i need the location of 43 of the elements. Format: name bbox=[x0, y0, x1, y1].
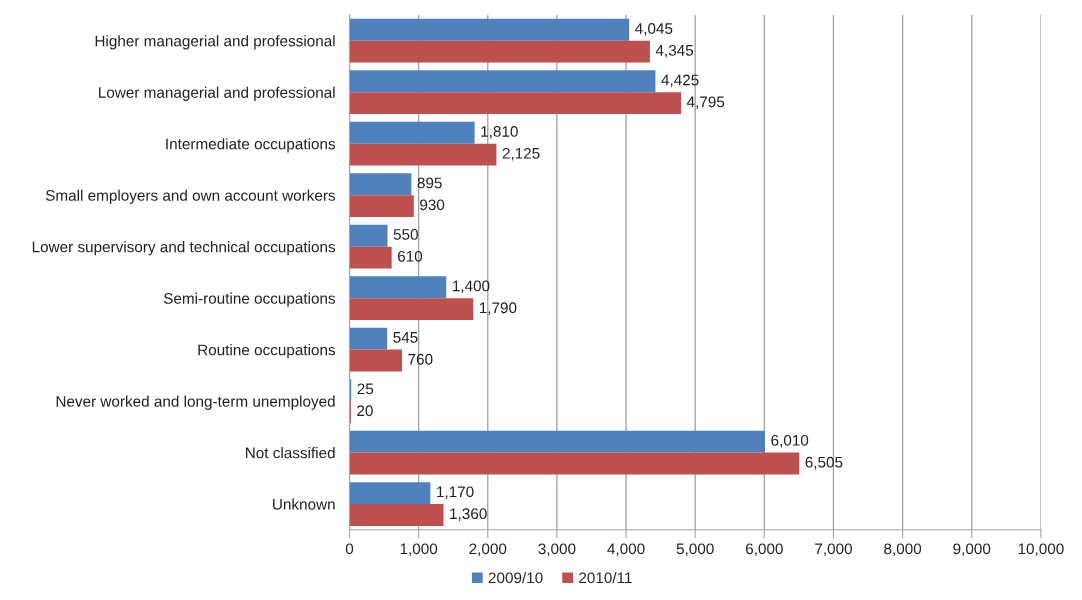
x-tick-label: 10,000 bbox=[1018, 543, 1064, 557]
x-tick-label: 2,000 bbox=[469, 543, 507, 557]
data-label: 760 bbox=[408, 353, 433, 365]
data-label: 4,345 bbox=[655, 44, 694, 58]
data-label: 1,400 bbox=[453, 280, 490, 294]
y-tick-label: Lower managerial and professional bbox=[99, 86, 335, 101]
data-label: 1,810 bbox=[481, 126, 518, 139]
y-tick-label: Higher managerial and professional bbox=[95, 35, 335, 50]
data-label: 20 bbox=[357, 405, 373, 417]
x-tick-label: 3,000 bbox=[538, 543, 576, 557]
legend-label: 2009/10 bbox=[488, 572, 543, 584]
x-tick-label: 6,000 bbox=[745, 543, 783, 557]
y-tick-label: Lower supervisory and technical occupations bbox=[32, 241, 336, 256]
data-label: 4,425 bbox=[661, 74, 699, 88]
data-label: 550 bbox=[393, 229, 418, 240]
data-label: 895 bbox=[417, 177, 442, 189]
y-tick-label: Never worked and long-term unemployed bbox=[56, 395, 335, 410]
y-tick-label: Unknown bbox=[273, 498, 335, 510]
data-label: 6,505 bbox=[805, 456, 843, 470]
data-label: 2,125 bbox=[502, 147, 540, 161]
data-label: 610 bbox=[397, 250, 423, 262]
data-label: 4,045 bbox=[635, 23, 673, 36]
y-tick-label: Not classified bbox=[246, 447, 335, 459]
data-label: 930 bbox=[420, 199, 445, 211]
data-label: 4,795 bbox=[686, 96, 725, 110]
x-tick-label: 4,000 bbox=[607, 543, 645, 557]
data-label: 25 bbox=[357, 383, 374, 395]
x-tick-label: 8,000 bbox=[884, 543, 922, 557]
x-tick-label: 0 bbox=[345, 543, 354, 555]
y-tick-label: Semi-routine occupations bbox=[163, 292, 336, 307]
y-tick-label: Intermediate occupations bbox=[166, 138, 336, 153]
data-label: 6,010 bbox=[771, 434, 809, 448]
x-tick-label: 7,000 bbox=[815, 543, 852, 557]
x-tick-label: 1,000 bbox=[400, 543, 438, 557]
y-tick-label: Routine occupations bbox=[198, 344, 336, 359]
data-label: 1,170 bbox=[437, 486, 474, 500]
data-label: 545 bbox=[393, 332, 418, 343]
x-tick-label: 9,000 bbox=[953, 543, 991, 557]
x-tick-label: 5,000 bbox=[676, 543, 714, 557]
y-tick-label: Small employers and own account workers bbox=[45, 189, 336, 204]
legend-label: 2010/11 bbox=[579, 572, 632, 584]
data-label: 1,790 bbox=[479, 302, 517, 315]
data-label: 1,360 bbox=[450, 508, 487, 521]
